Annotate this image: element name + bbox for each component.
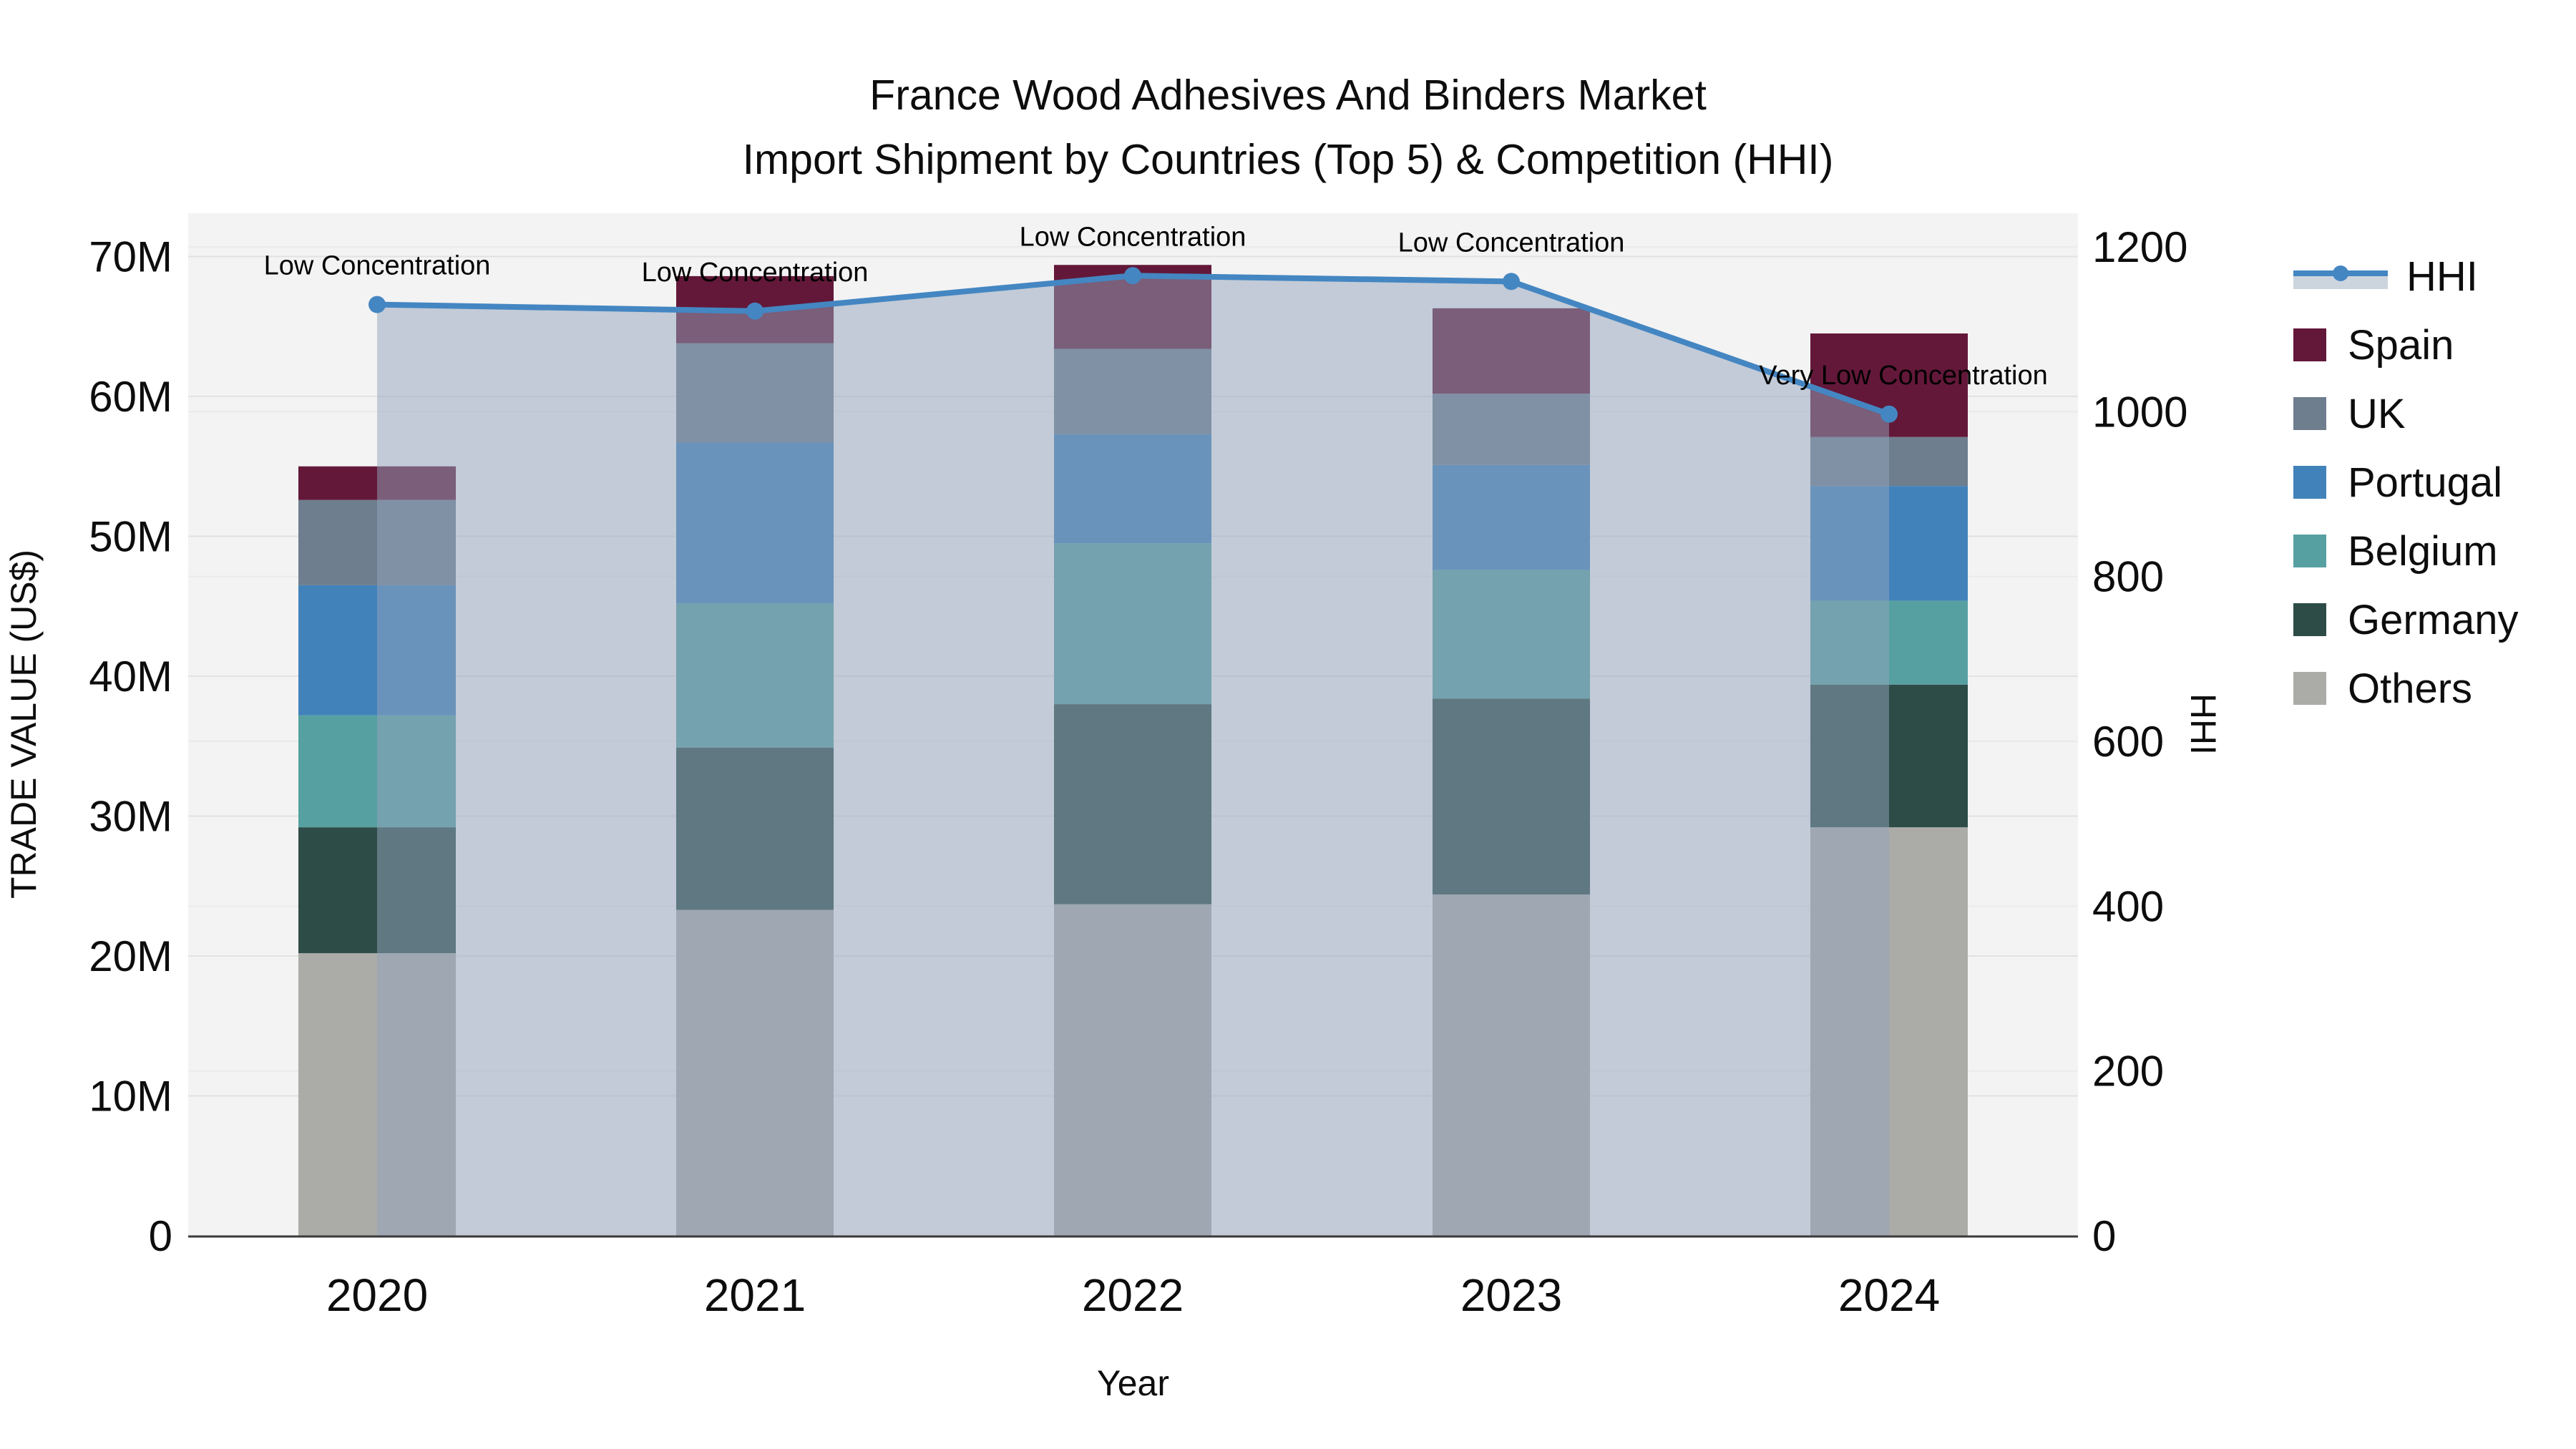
hhi-marker-2024[interactable] <box>1880 405 1898 423</box>
y-right-tick-800: 800 <box>2092 553 2164 601</box>
legend-swatch-uk-icon <box>2293 397 2326 430</box>
legend-swatch-belgium-icon <box>2293 535 2326 567</box>
legend-swatch-portugal-icon <box>2293 466 2326 499</box>
hhi-line-icon <box>2293 260 2388 292</box>
hhi-marker-2022[interactable] <box>1124 267 1141 285</box>
y-right-tick-1200: 1200 <box>2092 223 2187 271</box>
hhi-marker-2023[interactable] <box>1503 273 1520 291</box>
legend-item-belgium[interactable]: Belgium <box>2293 517 2519 585</box>
y-left-tick-70M: 70M <box>89 233 172 281</box>
legend-label-germany: Germany <box>2348 596 2519 643</box>
legend: HHI Spain UK Portugal Belgium Germany Others <box>2293 242 2519 723</box>
legend-item-portugal[interactable]: Portugal <box>2293 448 2519 517</box>
annotation-2022: Low Concentration <box>1020 222 1246 252</box>
y-left-tick-20M: 20M <box>89 932 172 980</box>
hhi-area-fill <box>377 275 1889 1236</box>
legend-label-portugal: Portugal <box>2348 459 2503 506</box>
y-right-tick-400: 400 <box>2092 882 2164 930</box>
x-tick-2024: 2024 <box>1838 1269 1940 1321</box>
y-left-tick-0: 0 <box>149 1212 172 1260</box>
chart-title-line2: Import Shipment by Countries (Top 5) & C… <box>742 136 1834 183</box>
x-axis-title: Year <box>1097 1363 1169 1403</box>
legend-swatch-germany-icon <box>2293 603 2326 636</box>
annotation-2021: Low Concentration <box>642 258 869 288</box>
y-left-tick-60M: 60M <box>89 373 172 421</box>
legend-swatch-spain-icon <box>2293 328 2326 361</box>
y-right-tick-1000: 1000 <box>2092 388 2187 436</box>
x-tick-2021: 2021 <box>704 1269 806 1321</box>
legend-item-uk[interactable]: UK <box>2293 379 2519 448</box>
chart-title-line1: France Wood Adhesives And Binders Market <box>869 72 1707 119</box>
y-left-tick-10M: 10M <box>89 1073 172 1121</box>
legend-label-hhi: HHI <box>2406 253 2478 300</box>
y-right-tick-0: 0 <box>2092 1212 2116 1260</box>
annotation-2020: Low Concentration <box>264 251 491 281</box>
annotation-2023: Low Concentration <box>1398 228 1625 258</box>
legend-item-hhi[interactable]: HHI <box>2293 242 2519 311</box>
x-tick-2020: 2020 <box>326 1269 428 1321</box>
x-tick-2023: 2023 <box>1460 1269 1562 1321</box>
hhi-marker-2020[interactable] <box>369 296 386 313</box>
x-tick-2022: 2022 <box>1082 1269 1184 1321</box>
legend-label-spain: Spain <box>2348 321 2454 369</box>
y-left-tick-50M: 50M <box>89 513 172 561</box>
y-left-tick-30M: 30M <box>89 793 172 841</box>
y-right-tick-600: 600 <box>2092 718 2164 766</box>
legend-item-spain[interactable]: Spain <box>2293 311 2519 379</box>
legend-label-belgium: Belgium <box>2348 527 2498 575</box>
chart-title: France Wood Adhesives And Binders Market… <box>0 63 2576 192</box>
y-left-tick-40M: 40M <box>89 653 172 701</box>
y-right-tick-200: 200 <box>2092 1048 2164 1096</box>
legend-swatch-others-icon <box>2293 672 2326 705</box>
legend-label-others: Others <box>2348 665 2473 712</box>
y-right-axis-title: HHI <box>2183 693 2223 755</box>
legend-item-others[interactable]: Others <box>2293 654 2519 723</box>
annotation-2024: Very Low Concentration <box>1759 361 2047 391</box>
legend-label-uk: UK <box>2348 390 2406 437</box>
hhi-marker-2021[interactable] <box>746 302 763 320</box>
y-left-axis-title: TRADE VALUE (US$) <box>4 550 44 899</box>
legend-item-germany[interactable]: Germany <box>2293 585 2519 654</box>
